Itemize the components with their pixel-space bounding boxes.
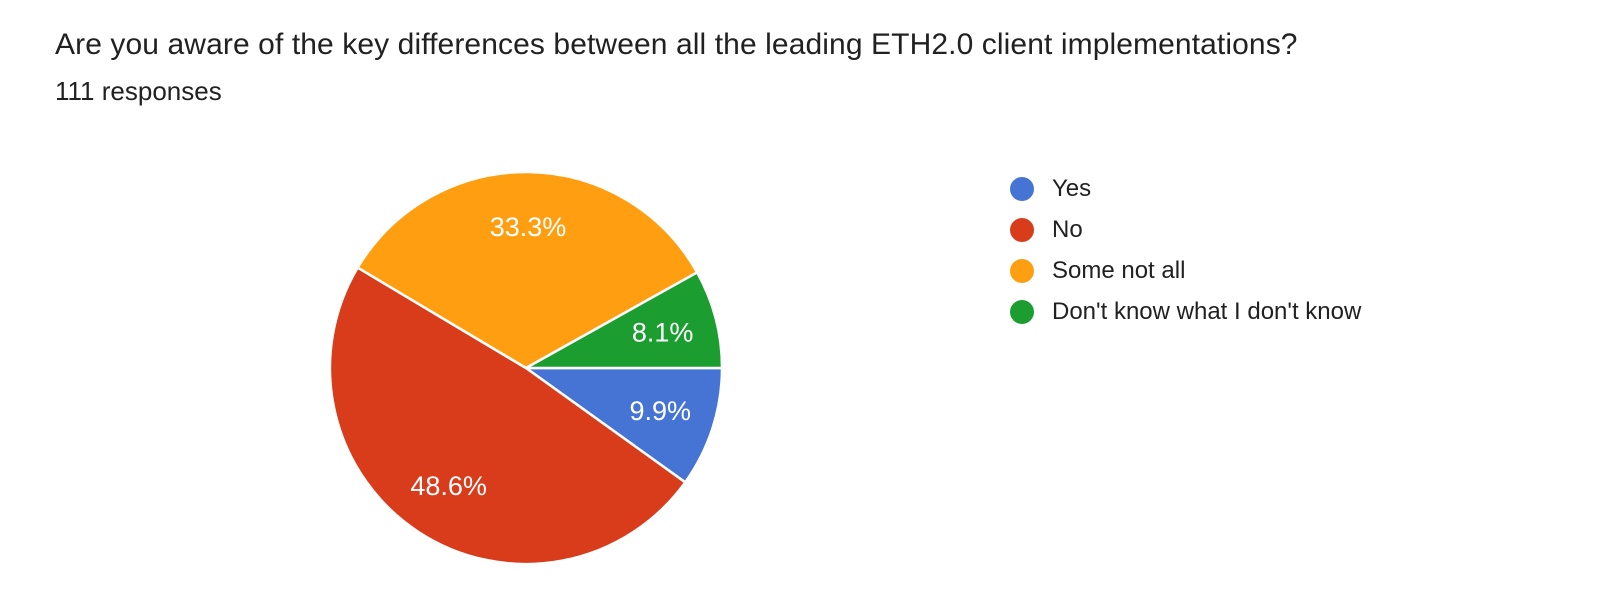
- pie-slice-yes[interactable]: [524, 366, 724, 484]
- legend-color-dot: [1010, 217, 1034, 242]
- pie-slice-no[interactable]: [328, 266, 687, 566]
- legend-item-label: Some not all: [1052, 256, 1186, 284]
- legend-item-dont-know[interactable]: Don't know what I don't know: [1010, 291, 1361, 332]
- question-title: Are you aware of the key differences bet…: [55, 28, 1298, 61]
- pie-legend: Yes No Some not all Don't know what I do…: [1010, 168, 1361, 332]
- legend-item-label: Yes: [1052, 174, 1092, 202]
- pie-slice-don-t-know-what-i-don-t-know[interactable]: [524, 271, 724, 370]
- pie-chart: 9.9% 48.6% 33.3% 8.1%: [328, 170, 724, 566]
- legend-item-no[interactable]: No: [1010, 209, 1361, 250]
- legend-item-label: No: [1052, 215, 1083, 243]
- pie-slice-percent-label: 8.1%: [632, 317, 694, 347]
- legend-color-dot: [1010, 299, 1034, 324]
- legend-color-dot: [1010, 176, 1034, 201]
- pie-slice-percent-label: 48.6%: [410, 471, 487, 501]
- legend-item-yes[interactable]: Yes: [1010, 168, 1361, 209]
- legend-color-dot: [1010, 258, 1034, 283]
- legend-item-label: Don't know what I don't know: [1052, 297, 1362, 325]
- pie-slice-percent-label: 33.3%: [490, 212, 567, 242]
- legend-item-some-not-all[interactable]: Some not all: [1010, 250, 1361, 291]
- response-count: 111 responses: [55, 76, 222, 106]
- pie-slice-percent-label: 9.9%: [630, 396, 692, 426]
